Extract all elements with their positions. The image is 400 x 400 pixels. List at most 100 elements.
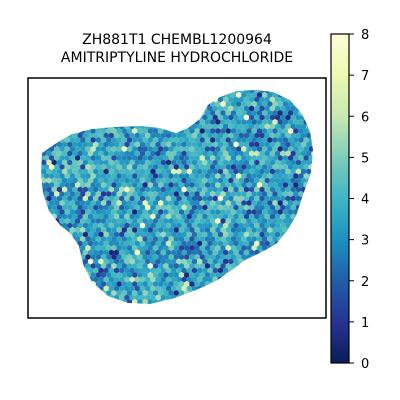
hexbin-cell — [241, 263, 247, 269]
hexbin-cell — [158, 92, 164, 98]
hexbin-cell — [298, 236, 304, 242]
hexbin-cell — [275, 249, 281, 256]
hexbin-cell — [262, 101, 268, 107]
hexbin-cell — [41, 137, 44, 143]
hexbin-cell — [277, 272, 283, 278]
hexbin-cell — [155, 195, 161, 202]
hexbin-cell — [251, 299, 257, 304]
hexbin-cell — [217, 90, 224, 94]
hexbin-cell — [230, 182, 237, 188]
hexbin-cell — [293, 110, 299, 116]
hexbin-cell — [33, 299, 38, 305]
hexbin-cell — [241, 101, 247, 107]
hexbin-cell — [191, 114, 198, 121]
hexbin-cell — [48, 92, 55, 98]
hexbin-cell — [134, 195, 140, 202]
hexbin-cell — [288, 290, 294, 296]
hexbin-cell — [103, 195, 109, 202]
hexbin-cell — [80, 245, 86, 251]
hexbin-cell — [295, 96, 301, 103]
hexbin-cell — [134, 150, 140, 157]
hexbin-cell — [111, 200, 117, 206]
hexbin-cell — [168, 200, 174, 206]
hexbin-cell — [41, 290, 44, 296]
hexbin-cell — [290, 267, 296, 274]
hexbin-cell — [267, 290, 273, 296]
hexbin-cell — [46, 96, 52, 103]
hexbin-cell — [148, 83, 153, 89]
hexbin-cell — [142, 119, 148, 125]
hexbin-cell — [256, 110, 263, 116]
hexbin-cell — [121, 101, 127, 107]
hexbin-cell — [74, 281, 81, 287]
hexbin-cell — [152, 101, 159, 107]
hexbin-cell — [194, 254, 200, 260]
hexbin-cell — [264, 285, 270, 292]
hexbin-cell — [64, 281, 70, 287]
hexbin-cell — [306, 294, 312, 301]
hexbin-cell — [72, 249, 78, 256]
hexbin-cell — [61, 123, 68, 130]
hexbin-cell — [165, 240, 172, 247]
hexbin-cell — [106, 290, 112, 296]
hexbin-cell — [285, 213, 291, 220]
hexbin-cell — [54, 290, 60, 296]
hexbin-cell — [207, 186, 213, 193]
hexbin-cell — [280, 114, 286, 121]
hexbin-cell — [280, 177, 286, 184]
hexbin-cell — [186, 240, 192, 247]
hexbin-cell — [77, 168, 83, 175]
hexbin-cell — [51, 186, 57, 193]
hexbin-cell — [303, 272, 309, 278]
hexbin-cell — [306, 114, 312, 121]
hexbin-cell — [249, 258, 255, 265]
hexbin-cell — [143, 83, 148, 89]
hexbin-cell — [275, 114, 281, 121]
hexbin-cell — [223, 168, 229, 175]
hexbin-cell — [41, 119, 44, 125]
hexbin-cell — [121, 164, 127, 170]
hexbin-cell — [223, 276, 229, 283]
hexbin-cell — [80, 119, 86, 125]
hexbin-cell — [272, 299, 278, 304]
hexbin-cell — [168, 299, 174, 304]
hexbin-cell — [243, 96, 250, 103]
hexbin-cell — [171, 213, 177, 220]
hexbin-cell — [236, 128, 242, 134]
hexbin-cell — [176, 123, 182, 130]
hexbin-cell — [233, 303, 239, 304]
hexbin-cell — [251, 173, 257, 179]
hexbin-cell — [41, 90, 47, 94]
hexbin-cell — [264, 141, 270, 148]
hexbin-cell — [191, 267, 198, 274]
hexbin-cell — [108, 285, 114, 292]
hexbin-cell — [41, 227, 44, 233]
hexbin-cell — [184, 173, 190, 179]
hexbin-cell — [56, 96, 62, 103]
hexbin-cell — [150, 114, 156, 121]
hexbin-cell — [236, 101, 242, 107]
hexbin-cell — [243, 285, 250, 292]
hexbin-cell — [54, 191, 60, 197]
hexbin-cell — [139, 267, 146, 274]
hexbin-cell — [223, 186, 229, 193]
hexbin-cell — [139, 150, 146, 157]
hexbin-cell — [64, 218, 70, 224]
chart-title-line-2: AMITRIPTYLINE HYDROCHLORIDE — [61, 50, 293, 66]
hexbin-cell — [210, 218, 216, 224]
hexbin-cell — [228, 222, 234, 229]
hexbin-cell — [269, 186, 276, 193]
hexbin-cell — [290, 123, 296, 130]
hexbin-cell — [121, 200, 127, 206]
hexbin-cell — [82, 105, 88, 112]
hexbin-cell — [295, 168, 301, 175]
hexbin-cell — [202, 177, 208, 184]
hexbin-cell — [111, 272, 117, 278]
hexbin-cell — [41, 132, 42, 139]
hexbin-cell — [98, 159, 104, 166]
colorbar-tick-label: 1 — [361, 316, 369, 331]
hexbin-cell — [186, 294, 192, 301]
hexbin-cell — [150, 168, 156, 175]
hexbin-cell — [59, 236, 65, 242]
hexbin-cell — [48, 236, 55, 242]
